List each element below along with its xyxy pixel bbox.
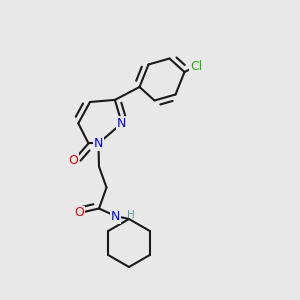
Text: H: H [128,209,135,220]
Text: N: N [94,137,103,150]
Text: N: N [117,117,127,130]
Text: O: O [69,154,78,167]
Text: Cl: Cl [190,59,202,73]
Text: N: N [111,209,120,223]
Text: O: O [75,206,84,220]
